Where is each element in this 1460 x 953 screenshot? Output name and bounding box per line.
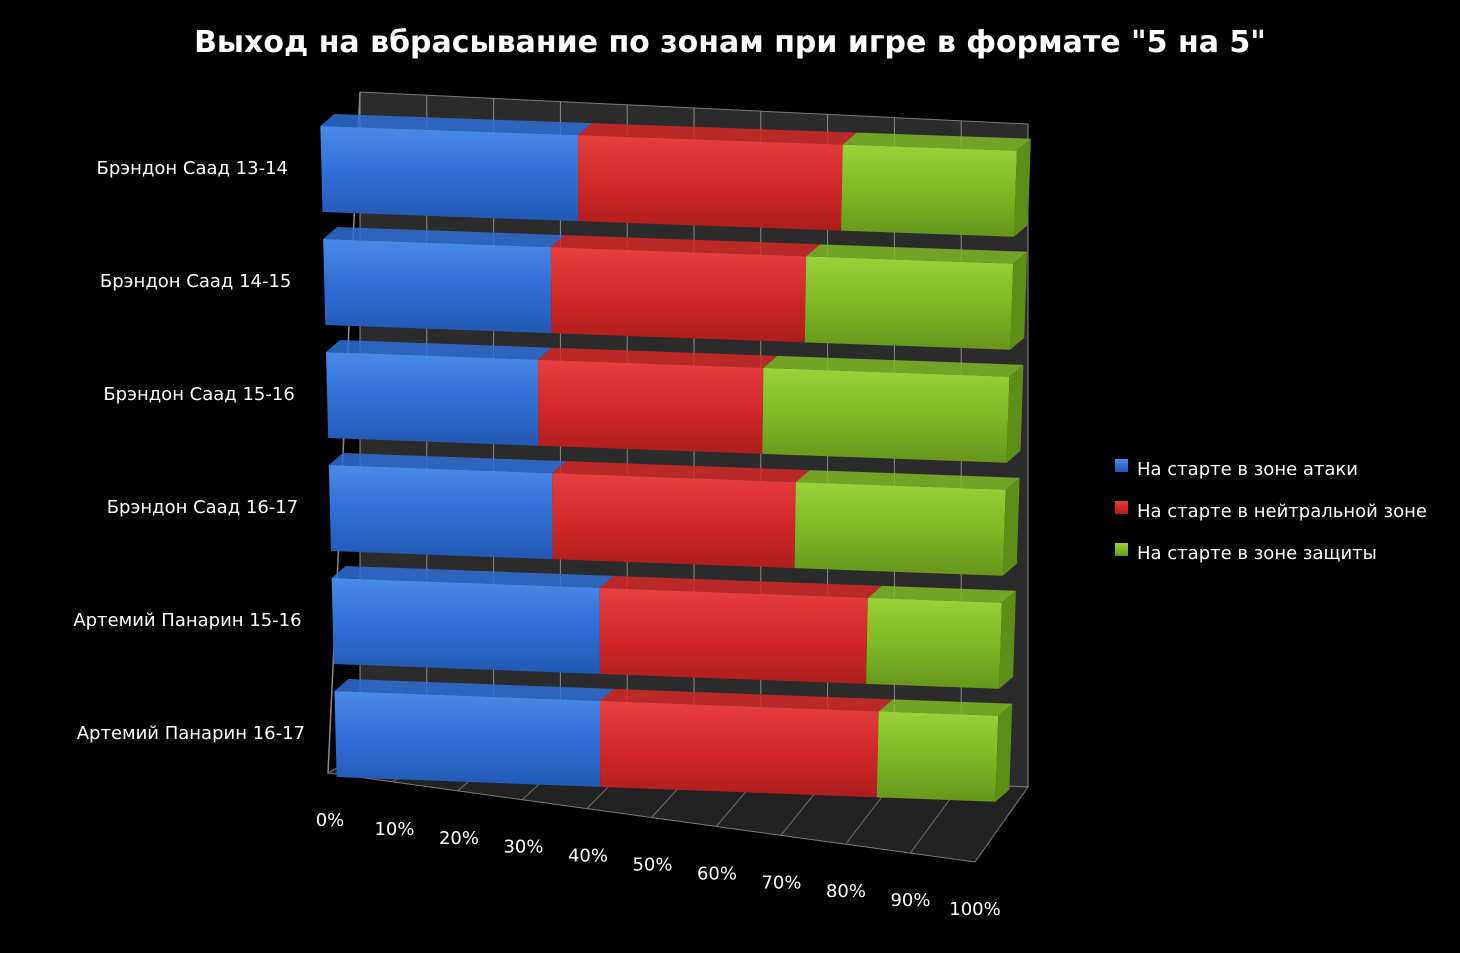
bar-row — [331, 566, 1016, 689]
bar-segment — [578, 135, 843, 231]
category-label: Брэндон Саад 15-16 — [103, 384, 294, 405]
bar-segment — [762, 367, 1010, 463]
chart-title: Выход на вбрасывание по зонам при игре в… — [194, 25, 1266, 60]
category-label: Артемий Панарин 16-17 — [77, 723, 305, 744]
legend-item: На старте в зоне атаки — [1115, 459, 1358, 480]
legend-label: На старте в зоне защиты — [1137, 543, 1377, 564]
bar-end-face — [1006, 364, 1024, 463]
bar-segment — [866, 597, 1002, 689]
bar-segment-top — [537, 347, 778, 368]
category-label: Брэндон Саад 14-15 — [100, 271, 291, 292]
x-tick-label: 70% — [761, 872, 801, 893]
bar-segment — [599, 700, 879, 798]
bar-segment — [550, 247, 807, 343]
legend-item: На старте в зоне защиты — [1115, 543, 1377, 564]
bar-segment-top — [320, 114, 593, 136]
bar-segment-top — [806, 244, 1028, 264]
x-axis-tick-labels: 0% 10% 20% 30% 40% 50% 60% 70% 80% 90% 100% — [316, 810, 1001, 920]
x-tick-label: 0% — [316, 810, 345, 831]
legend: На старте в зоне атаки На старте в нейтра… — [1115, 459, 1427, 564]
bar-segment-top — [599, 575, 882, 598]
bar-end-face — [995, 703, 1013, 802]
bar-row — [320, 114, 1031, 237]
category-label: Брэндон Саад 13-14 — [97, 158, 288, 179]
bar-end-face — [999, 590, 1016, 689]
bar-segment — [841, 144, 1017, 237]
bar-segment-top — [795, 470, 1020, 490]
bar-segment-top — [578, 123, 857, 145]
bar-segment — [537, 359, 764, 454]
bar-segment-top — [599, 688, 893, 712]
bar-segment — [323, 239, 552, 334]
bar-segment — [320, 126, 579, 222]
bar-segment-top — [328, 453, 567, 474]
x-tick-label: 100% — [949, 899, 1000, 920]
bar-segment — [326, 352, 539, 446]
bar-segment-top — [326, 340, 552, 360]
category-label: Брэндон Саад 16-17 — [107, 497, 298, 518]
legend-swatch — [1115, 459, 1128, 472]
bar-row — [334, 679, 1013, 802]
category-label: Артемий Панарин 15-16 — [73, 610, 301, 631]
bar-segment — [328, 465, 553, 560]
x-tick-label: 10% — [374, 819, 414, 840]
bar-segment — [876, 711, 999, 802]
bar-segment-top — [867, 585, 1016, 603]
bar-row — [326, 340, 1024, 463]
bar-segment — [331, 578, 600, 674]
x-tick-label: 40% — [568, 846, 608, 867]
bar-segment-top — [334, 679, 614, 701]
bar-segment-top — [550, 235, 821, 257]
bar-end-face — [1010, 251, 1028, 350]
bar-segment-top — [331, 566, 614, 588]
gridline-floor — [974, 786, 1029, 863]
x-tick-label: 20% — [439, 828, 479, 849]
legend-label: На старте в зоне атаки — [1137, 459, 1358, 480]
bar-end-face — [1002, 477, 1020, 576]
bar-segment — [552, 473, 796, 569]
legend-swatch — [1115, 543, 1128, 556]
legend-item: На старте в нейтральной зоне — [1115, 501, 1427, 522]
bar-segment — [334, 691, 601, 787]
bar-segment-top — [763, 355, 1024, 377]
bar-end-face — [1014, 138, 1031, 237]
bars-layer — [320, 114, 1031, 802]
x-tick-label: 90% — [890, 890, 930, 911]
legend-label: На старте в нейтральной зоне — [1137, 501, 1427, 522]
x-tick-label: 60% — [697, 863, 737, 884]
bar-row — [323, 227, 1028, 350]
bar-segment-top — [878, 699, 1013, 716]
bar-segment — [794, 482, 1006, 576]
category-labels: Брэндон Саад 13-14 Брэндон Саад 14-15 Брэн… — [73, 158, 305, 744]
legend-swatch — [1115, 501, 1128, 514]
bar-segment-top — [323, 227, 565, 248]
bar-segment — [804, 256, 1014, 350]
bar-row — [328, 453, 1020, 576]
bar-segment — [599, 587, 868, 684]
x-tick-label: 80% — [826, 881, 866, 902]
x-tick-label: 50% — [632, 855, 672, 876]
bar-segment-top — [552, 461, 810, 483]
x-tick-label: 30% — [503, 837, 543, 858]
bar-segment-top — [842, 132, 1031, 151]
